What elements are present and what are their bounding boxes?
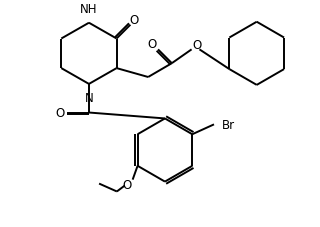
Text: O: O: [122, 178, 131, 191]
Text: O: O: [192, 39, 201, 52]
Text: O: O: [56, 106, 65, 119]
Text: Br: Br: [222, 118, 235, 131]
Text: O: O: [130, 14, 139, 27]
Text: O: O: [148, 38, 157, 51]
Text: NH: NH: [80, 3, 98, 16]
Text: N: N: [84, 91, 93, 104]
